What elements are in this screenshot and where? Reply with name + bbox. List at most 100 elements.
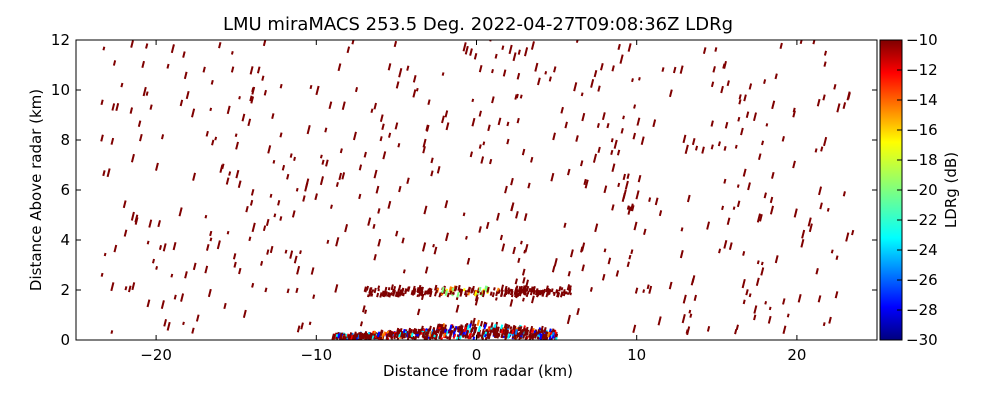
ldr-speckle (702, 47, 707, 55)
ldr-speckle (521, 268, 526, 276)
ldr-speckle (502, 335, 505, 339)
ldr-speckle (425, 124, 429, 132)
ldr-speckle (451, 325, 455, 329)
ldr-speckle (554, 333, 558, 337)
ldr-speckle (329, 204, 333, 209)
ldr-speckle (764, 301, 768, 305)
ldr-speckle (459, 329, 463, 336)
ldr-speckle (355, 337, 359, 340)
ldr-speckle (384, 331, 388, 336)
ldr-speckle (416, 287, 420, 293)
ldr-speckle (351, 334, 355, 340)
ldr-speckle (218, 42, 222, 49)
ldr-speckle (652, 119, 657, 128)
ldr-speckle (517, 257, 521, 263)
ldr-speckle (801, 229, 806, 239)
chart-title: LMU miraMACS 253.5 Deg. 2022-04-27T09:08… (223, 14, 733, 35)
ldr-speckle (812, 40, 816, 45)
ldr-speckle (530, 156, 534, 163)
ldr-speckle (720, 85, 724, 94)
ldr-speckle (424, 331, 428, 336)
ldr-speckle (234, 133, 238, 138)
ldr-speckle (420, 293, 425, 301)
ldr-speckle (479, 334, 482, 337)
ldr-speckle (529, 325, 534, 333)
ldr-speckle (648, 285, 653, 294)
ldr-speckle (466, 257, 471, 265)
ldr-speckle (626, 261, 630, 268)
ldr-speckle (442, 333, 446, 337)
ldr-speckle (567, 168, 571, 176)
ldr-speckle (717, 141, 721, 147)
ldr-speckle (745, 289, 749, 296)
ldr-speckle (521, 148, 526, 156)
colorbar-tick-label: −20 (906, 181, 938, 199)
ldr-speckle (543, 334, 547, 340)
ldr-speckle (345, 336, 349, 340)
ldr-speckle (491, 68, 494, 74)
ldr-speckle (491, 96, 495, 104)
ldr-speckle (458, 335, 462, 340)
ldr-speckle (634, 287, 639, 294)
ldr-speckle (469, 151, 474, 158)
ldr-speckle (130, 153, 135, 163)
ldr-speckle (428, 336, 432, 340)
ldr-speckle (502, 69, 507, 77)
ldr-speckle (134, 217, 139, 225)
ldr-speckle (353, 334, 356, 339)
colorbar-tick-label: −18 (906, 151, 938, 169)
ldr-speckle (411, 292, 415, 296)
ldr-speckle (427, 336, 431, 340)
ldr-speckle (492, 331, 496, 336)
ldr-speckle (632, 324, 637, 334)
ldr-speckle (479, 292, 483, 296)
ldr-speckle (723, 239, 728, 249)
ldr-speckle (341, 172, 346, 180)
ldr-speckle (440, 331, 444, 337)
ldr-speckle (467, 291, 471, 296)
ldr-speckle (468, 327, 472, 334)
ldr-speckle (130, 211, 135, 221)
ldr-speckle (792, 160, 796, 169)
ldr-speckle (616, 149, 621, 156)
ldr-speckle (512, 52, 517, 62)
ldr-speckle (636, 117, 641, 126)
ldr-speckle (496, 287, 500, 292)
ldr-speckle (593, 70, 598, 78)
ldr-speckle (248, 236, 252, 242)
ldr-speckle (456, 291, 460, 298)
ldr-speckle (502, 329, 506, 334)
ldr-speckle (398, 331, 402, 338)
ldr-speckle (688, 309, 692, 314)
ldr-speckle (461, 334, 465, 338)
ldr-speckle (308, 321, 312, 326)
ldr-speckle (182, 51, 186, 58)
ldr-speckle (584, 179, 589, 189)
ldr-speckle (510, 291, 513, 296)
ldr-speckle (373, 254, 377, 261)
ldr-speckle (293, 255, 298, 264)
ldr-speckle (679, 65, 684, 74)
ldr-speckle (471, 333, 475, 338)
ldr-speckle (536, 336, 540, 340)
ldr-speckle (819, 202, 823, 210)
ldr-speckle (501, 45, 505, 51)
ldr-speckle (351, 40, 355, 45)
ldr-speckle (640, 136, 645, 146)
ldr-speckle (415, 87, 419, 92)
ldr-speckle (414, 328, 418, 335)
ldr-speckle (668, 281, 673, 290)
ldr-speckle (792, 110, 796, 118)
ldr-speckle (550, 172, 555, 182)
ldr-speckle (478, 64, 483, 73)
ldr-speckle (738, 99, 742, 105)
ldr-speckle (470, 328, 473, 333)
ldr-speckle (539, 333, 543, 340)
ldr-speckle (337, 63, 342, 72)
ldr-speckle (354, 334, 358, 340)
ldr-speckle (393, 40, 398, 48)
ldr-speckle (314, 193, 318, 201)
ldr-speckle (519, 330, 523, 334)
ldr-speckle (528, 332, 532, 338)
ldr-speckle (432, 329, 436, 334)
